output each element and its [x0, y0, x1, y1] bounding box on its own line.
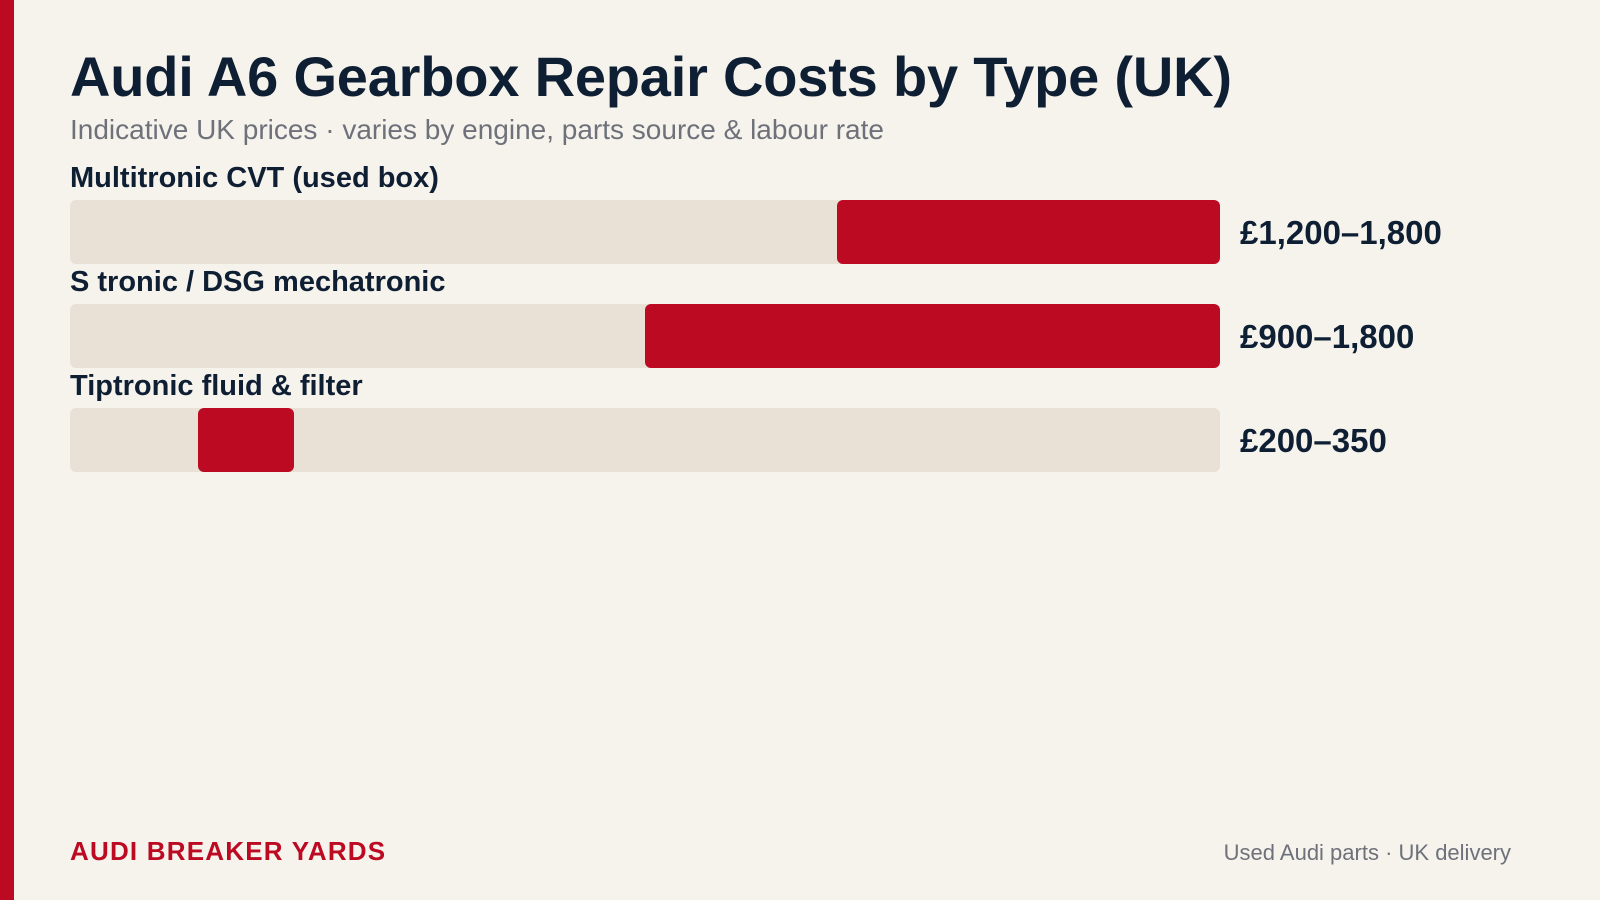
value-label: £900–1,800: [1240, 318, 1415, 355]
bar-track: [70, 200, 1220, 264]
range-bar-chart: Multitronic CVT (used box) £1,200–1,800 S …: [70, 158, 1530, 498]
range-bar: [645, 304, 1220, 368]
chart-row: S tronic / DSG mechatronic £900–1,800: [70, 262, 1530, 368]
range-bar: [836, 200, 1220, 264]
value-label: £1,200–1,800: [1240, 214, 1442, 251]
category-label: Tiptronic fluid & filter: [70, 370, 363, 402]
footer-tagline: Used Audi parts · UK delivery: [1223, 840, 1511, 865]
brand-accent-bar: [0, 0, 14, 900]
bar-track: [70, 304, 1220, 368]
category-label: S tronic / DSG mechatronic: [70, 266, 446, 298]
chart-row: Tiptronic fluid & filter £200–350: [70, 366, 1530, 472]
category-label: Multitronic CVT (used box): [70, 162, 439, 194]
chart-subtitle: Indicative UK prices · varies by engine,…: [70, 114, 884, 145]
range-bar: [197, 408, 294, 472]
value-label: £200–350: [1240, 422, 1387, 459]
brand-name: AUDI BREAKER YARDS: [70, 836, 387, 866]
chart-row: Multitronic CVT (used box) £1,200–1,800: [70, 158, 1530, 264]
bar-track: [70, 408, 1220, 472]
chart-title: Audi A6 Gearbox Repair Costs by Type (UK…: [70, 45, 1232, 108]
